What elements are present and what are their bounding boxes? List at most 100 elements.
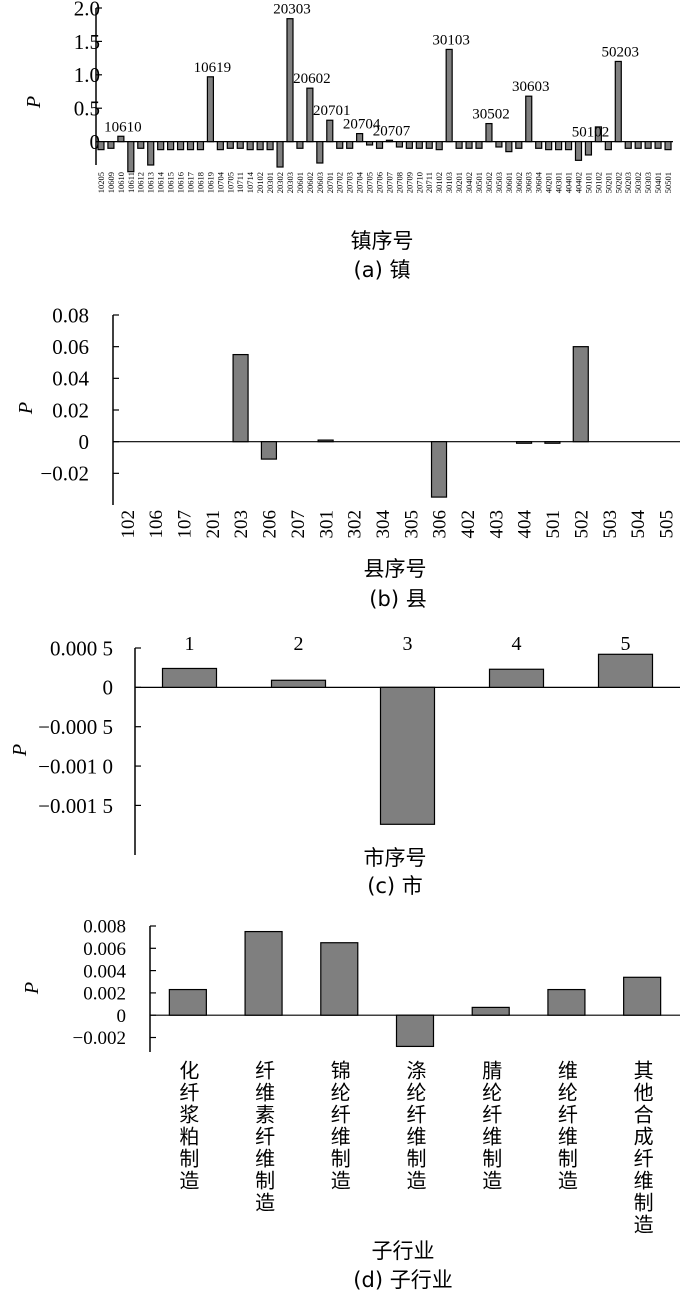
bar-annotation: 20602 <box>293 71 331 87</box>
bar-annotation: 30603 <box>512 79 550 95</box>
bar <box>644 141 652 149</box>
bar <box>515 141 523 149</box>
bar <box>545 141 553 151</box>
x-axis-label: 子行业 <box>372 1239 435 1263</box>
category-label: 涤纶纤维制造 <box>403 1060 427 1192</box>
category-label: 107 <box>175 510 196 539</box>
panel-b-county-chart: 0.08 0.06 0.04 0.02 0 −0.02 P 102 106 107 201 203 20… <box>15 303 680 611</box>
bar <box>572 346 589 443</box>
y-axis-label: P <box>23 96 45 109</box>
category-label: 40301 <box>554 172 564 193</box>
category-label: 4 <box>512 633 522 655</box>
category-label: 30602 <box>514 172 524 193</box>
category-label: 10617 <box>185 172 195 193</box>
category-label: 20711 <box>424 172 434 193</box>
bar <box>405 141 413 149</box>
bar-annotation: 20704 <box>343 117 381 133</box>
panel-caption: (b) 县 <box>369 587 426 611</box>
bar-annotation: 30103 <box>432 32 470 48</box>
bar <box>475 141 483 149</box>
bar <box>624 141 632 149</box>
bar <box>614 60 622 143</box>
bar <box>385 139 394 143</box>
category-label: 20603 <box>315 172 325 193</box>
category-label: 20303 <box>285 172 295 193</box>
category-label: 503 <box>600 510 621 539</box>
bar <box>430 441 448 498</box>
category-label: 305 <box>401 510 422 539</box>
category-label: 锦纶纤维制造 <box>327 1060 351 1192</box>
bar <box>604 141 612 151</box>
bar-annotation: 10610 <box>104 119 142 135</box>
y-axis-label: P <box>21 982 43 995</box>
bar <box>206 76 215 143</box>
y-axis-label: P <box>9 744 31 757</box>
category-label: 维纶纤维制造 <box>554 1060 578 1192</box>
bar <box>395 141 404 148</box>
bar <box>375 141 384 149</box>
y-tick-label: 1.5 <box>74 30 100 54</box>
category-label: 504 <box>628 510 649 539</box>
category-label: 10610 <box>116 172 126 193</box>
y-tick-label: −0.000 5 <box>38 715 113 739</box>
category-label: 306 <box>430 510 451 539</box>
bar-annotation: 50203 <box>602 44 640 60</box>
y-tick-label: −0.001 5 <box>38 794 113 818</box>
category-label: 50501 <box>663 172 673 193</box>
bar <box>525 95 533 143</box>
category-label: 20601 <box>295 172 305 193</box>
category-label: 30601 <box>504 172 514 193</box>
bar <box>196 141 205 151</box>
category-label: 30201 <box>454 172 464 193</box>
bar <box>216 141 224 151</box>
category-label: 403 <box>486 510 507 539</box>
y-tick-label: 1.0 <box>74 63 100 87</box>
bar <box>584 141 593 156</box>
bar <box>488 668 545 688</box>
bar-annotation: 10619 <box>194 60 232 76</box>
category-label: 30603 <box>524 172 534 193</box>
category-label: 10616 <box>176 172 186 193</box>
bar-annotation: 50102 <box>572 125 610 141</box>
bar <box>266 141 274 151</box>
x-axis-label: 县序号 <box>364 557 427 581</box>
bar <box>356 133 364 143</box>
y-tick-label: 0 <box>117 1006 127 1027</box>
category-label: 2 <box>294 633 304 655</box>
y-tick-label: 0.000 5 <box>50 636 113 660</box>
category-label: 20703 <box>345 172 355 193</box>
y-tick-label: 0 <box>103 676 114 700</box>
bar <box>435 141 443 151</box>
category-label: 10711 <box>235 172 245 193</box>
y-tick-label: 0.08 <box>52 303 89 327</box>
category-label: 5 <box>621 633 631 655</box>
category-label: 20704 <box>355 171 365 193</box>
category-label: 50202 <box>613 172 623 193</box>
category-label: 30103 <box>444 172 454 193</box>
category-label: 20705 <box>365 172 375 193</box>
category-label: 10613 <box>146 172 156 193</box>
category-label: 20301 <box>265 172 275 193</box>
y-tick-label: 0 <box>79 430 90 454</box>
bar <box>547 988 586 1016</box>
category-label: 207 <box>288 510 309 539</box>
category-label: 30501 <box>474 172 484 193</box>
bar <box>455 141 463 149</box>
y-tick-label: −0.001 0 <box>38 754 113 778</box>
bar <box>244 930 283 1016</box>
category-label: 10619 <box>205 172 215 193</box>
bar <box>495 141 503 148</box>
category-label: 50303 <box>643 172 653 193</box>
y-tick-label: −0.02 <box>40 462 89 486</box>
category-label: 50101 <box>583 172 593 193</box>
category-label: 40201 <box>544 172 554 193</box>
bar <box>270 679 327 688</box>
bar <box>346 141 354 149</box>
category-label: 20102 <box>255 172 265 193</box>
bar <box>232 353 249 443</box>
category-label: 10714 <box>245 171 255 193</box>
panel-caption: (a) 镇 <box>354 258 411 282</box>
bar <box>544 441 561 444</box>
bar <box>465 141 473 149</box>
